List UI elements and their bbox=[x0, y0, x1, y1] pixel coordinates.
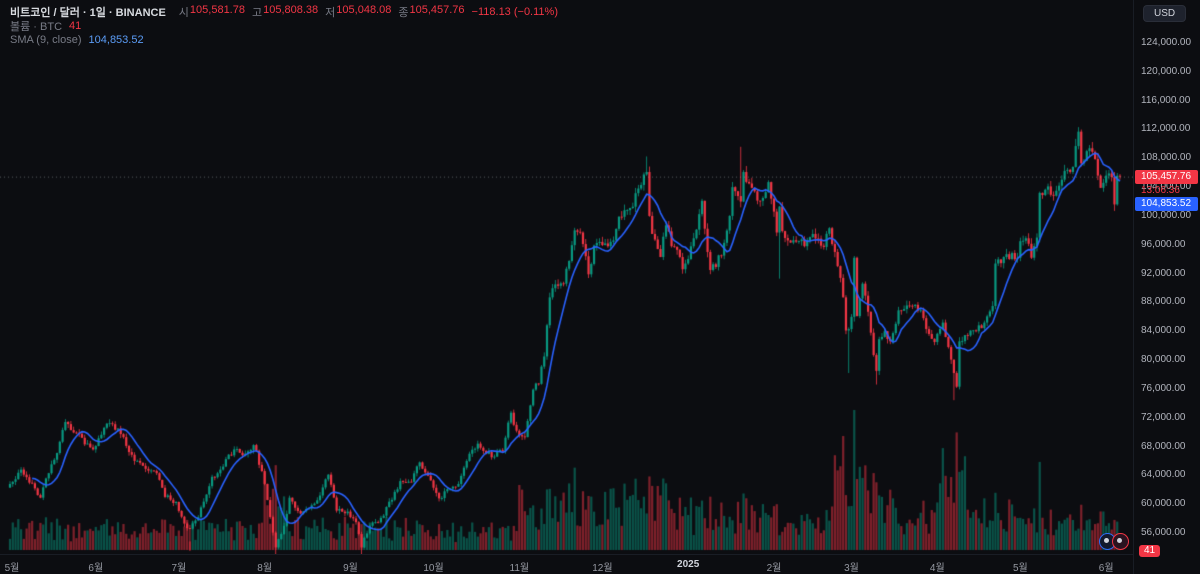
price-tick-label: 84,000.00 bbox=[1141, 325, 1186, 337]
time-tick-label[interactable]: 9월 bbox=[343, 563, 358, 574]
price-tick-label: 108,000.00 bbox=[1141, 152, 1192, 164]
low-value: 105,048.08 bbox=[336, 4, 392, 16]
price-tick-label: 76,000.00 bbox=[1141, 382, 1186, 394]
price-tick-label: 80,000.00 bbox=[1141, 354, 1186, 366]
ohlc-open: 시 105,581.78 bbox=[179, 4, 245, 20]
price-tick-label: 124,000.00 bbox=[1141, 37, 1192, 49]
legend: 비트코인 / 달러 · 1일 · BINANCE 시 105,581.78 고 … bbox=[10, 4, 558, 47]
time-tick-label[interactable]: 2월 bbox=[766, 563, 782, 574]
time-tick-label[interactable]: 11월 bbox=[509, 563, 530, 574]
volume-label[interactable]: 볼륨 · BTC bbox=[10, 21, 63, 33]
time-tick-label[interactable]: 6월 bbox=[88, 563, 104, 574]
close-value: 105,457.76 bbox=[409, 4, 465, 16]
volume-count-badge[interactable]: 41 bbox=[1139, 545, 1161, 557]
time-tick-label[interactable]: 3월 bbox=[844, 563, 859, 574]
time-tick-label[interactable]: 5월 bbox=[1012, 563, 1028, 574]
time-tick-label[interactable]: 2025 bbox=[677, 559, 700, 570]
sma-price-badge: 104,853.52 bbox=[1135, 196, 1198, 211]
sma-label[interactable]: SMA (9, close) bbox=[10, 34, 82, 46]
price-tick-label: 72,000.00 bbox=[1141, 411, 1186, 423]
high-label: 고 bbox=[251, 7, 263, 19]
symbol-title[interactable]: 비트코인 / 달러 · 1일 · BINANCE bbox=[10, 7, 166, 19]
price-tick-label: 116,000.00 bbox=[1141, 94, 1191, 106]
price-tick-label: 96,000.00 bbox=[1141, 238, 1186, 250]
sma-value: 104,853.52 bbox=[88, 34, 144, 46]
time-tick-label[interactable]: 6월 bbox=[1098, 563, 1114, 574]
currency-toggle-button[interactable]: USD bbox=[1143, 5, 1187, 22]
sma-row: SMA (9, close) 104,853.52 bbox=[10, 33, 558, 47]
open-value: 105,581.78 bbox=[189, 4, 245, 16]
candlestick-chart[interactable] bbox=[0, 0, 1133, 554]
change-value: −118.13 (−0.11%) bbox=[471, 6, 558, 18]
price-tick-label: 56,000.00 bbox=[1141, 526, 1186, 538]
high-value: 105,808.38 bbox=[263, 4, 319, 16]
price-tick-label: 68,000.00 bbox=[1141, 440, 1186, 452]
time-axis[interactable]: 5월 6월 7월 8월 9월 10월 11월 12월 2025 2월 3월 4월 5월 6월 bbox=[0, 554, 1133, 574]
price-tick-label: 120,000.00 bbox=[1141, 65, 1192, 77]
price-axis[interactable]: USD 56,000.00 60,000.00 64,000.00 68,000.00… bbox=[1133, 0, 1200, 574]
time-tick-label[interactable]: 7월 bbox=[171, 563, 187, 574]
open-label: 시 bbox=[178, 7, 189, 19]
ohlc-low: 저 105,048.08 bbox=[325, 4, 391, 20]
hot-symbol-avatar-icon[interactable] bbox=[1112, 533, 1129, 550]
ohlc-high: 고 105,808.38 bbox=[252, 4, 318, 20]
price-tick-label: 92,000.00 bbox=[1141, 267, 1186, 279]
price-tick-label: 88,000.00 bbox=[1141, 296, 1186, 308]
volume-value: 41 bbox=[69, 20, 82, 32]
price-tick-label: 64,000.00 bbox=[1141, 469, 1186, 481]
volume-row: 볼륨 · BTC 41 bbox=[10, 19, 558, 33]
time-tick-label[interactable]: 5월 bbox=[4, 563, 20, 574]
price-tick-label: 100,000.00 bbox=[1141, 209, 1192, 221]
symbol-row: 비트코인 / 달러 · 1일 · BINANCE 시 105,581.78 고 … bbox=[10, 4, 558, 20]
last-price-badge: 105,457.76 bbox=[1135, 169, 1198, 184]
price-tick-label: 104,000.00 bbox=[1141, 181, 1192, 193]
bar-close-countdown: 13:06:36 bbox=[1141, 184, 1180, 196]
time-tick-label[interactable]: 8월 bbox=[257, 563, 273, 574]
community-avatars[interactable] bbox=[1099, 533, 1129, 550]
time-tick-label[interactable]: 10월 bbox=[423, 563, 444, 574]
price-tick-label: 60,000.00 bbox=[1141, 498, 1186, 510]
price-tick-label: 112,000.00 bbox=[1141, 123, 1191, 135]
time-tick-label[interactable]: 4월 bbox=[929, 563, 945, 574]
ohlc-close: 종 105,457.76 bbox=[398, 4, 464, 20]
close-label: 종 bbox=[398, 7, 409, 19]
chart-pane[interactable]: 비트코인 / 달러 · 1일 · BINANCE 시 105,581.78 고 … bbox=[0, 0, 1133, 554]
time-tick-label[interactable]: 12월 bbox=[592, 563, 613, 574]
low-label: 저 bbox=[325, 7, 336, 19]
